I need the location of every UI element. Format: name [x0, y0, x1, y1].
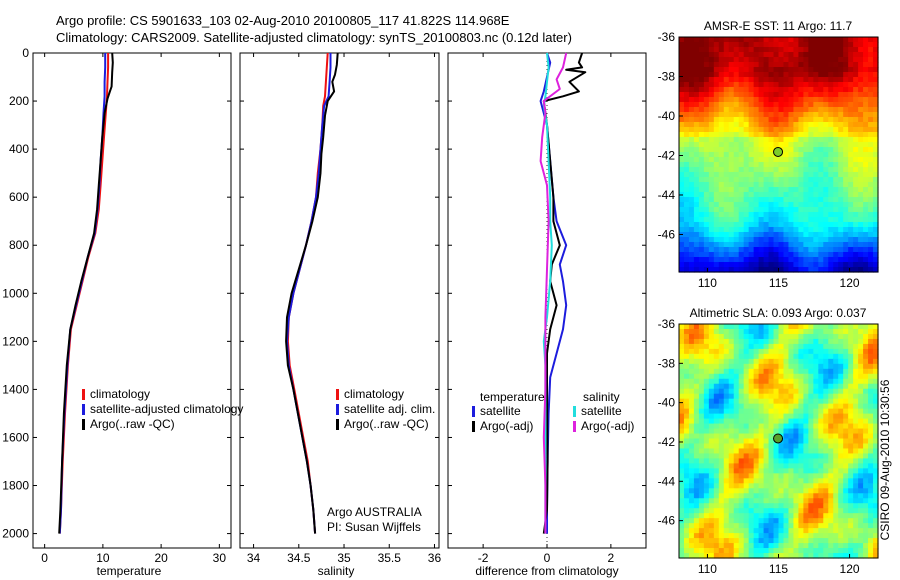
x-tick-label: 115 — [769, 562, 788, 576]
series-line-climatology — [58, 53, 110, 534]
legend-swatch — [82, 404, 85, 415]
legend-label: Argo(-adj) — [480, 419, 533, 433]
x-tick-label: 30 — [213, 551, 227, 565]
salinity-annotation-2: PI: Susan Wijffels — [327, 520, 421, 534]
y-tick-label: 1200 — [2, 334, 29, 348]
y-tick-label: -40 — [658, 109, 676, 123]
y-tick-label: -36 — [658, 317, 676, 331]
legend-label: satellite — [581, 404, 622, 418]
y-tick-label: -42 — [658, 435, 676, 449]
x-tick-label: 115 — [769, 276, 788, 290]
legend-label: Argo(..raw -QC) — [90, 417, 175, 431]
y-tick-label: 1400 — [2, 382, 29, 396]
header-line-2: Climatology: CARS2009. Satellite-adjuste… — [56, 30, 572, 45]
legend-swatch — [472, 406, 475, 417]
y-tick-label: 600 — [9, 190, 29, 204]
temperature-axis-label: temperature — [97, 564, 162, 578]
difference-profile: -2 0 2temperaturesatelliteArgo(-adj)salini… — [447, 52, 647, 565]
x-tick-label: -2 — [478, 551, 489, 565]
legend-swatch — [573, 406, 576, 417]
y-tick-label: -44 — [658, 474, 676, 488]
legend-label: satellite adj. clim. — [344, 402, 435, 416]
salinity-annotation-1: Argo AUSTRALIA — [327, 505, 422, 519]
y-tick-label: 1800 — [2, 479, 29, 493]
sst-map-title: AMSR-E SST: 11 Argo: 11.7 — [704, 19, 853, 33]
legend-label: Argo(..raw -QC) — [344, 417, 429, 431]
series-line-argo-raw-qc — [58, 52, 114, 534]
x-tick-label: 10 — [96, 551, 110, 565]
legend-label: climatology — [90, 387, 150, 401]
x-tick-label: 2 — [608, 551, 615, 565]
sla-map-title: Altimetric SLA: 0.093 Argo: 0.037 — [690, 306, 867, 320]
side-timestamp: CSIRO 09-Aug-2010 10:30:56 — [878, 379, 892, 540]
y-tick-label: -40 — [658, 396, 676, 410]
difference-axis-label: difference from climatology — [475, 564, 618, 578]
amsr-sst-map: 110 115 120 -36 -38 -40 -42 -44 -46 — [658, 30, 879, 290]
salinity-axis-label: salinity — [318, 564, 355, 578]
y-tick-label: 1600 — [2, 430, 29, 444]
y-tick-label: 400 — [9, 142, 29, 156]
y-tick-label: -46 — [658, 227, 676, 241]
series-line-salinity-satellite — [542, 52, 553, 534]
y-tick-label: 1000 — [2, 286, 29, 300]
altimetric-sla-map: 110 115 120 -36 -38 -40 -42 -44 -46 — [658, 317, 879, 576]
x-tick-label: 35 — [337, 551, 351, 565]
legend-title: salinity — [583, 390, 620, 404]
argo-float-marker — [773, 433, 784, 444]
y-tick-label: -36 — [658, 30, 676, 44]
legend-swatch — [336, 389, 339, 400]
y-tick-label: 0 — [22, 46, 29, 60]
x-tick-label: 36 — [428, 551, 442, 565]
y-tick-label: -38 — [658, 69, 676, 83]
plot-frame — [239, 52, 440, 549]
x-tick-label: 34 — [247, 551, 261, 565]
header-line-1: Argo profile: CS 5901633_103 02-Aug-2010… — [56, 13, 510, 28]
series-line-temperature-satellite — [539, 52, 568, 534]
y-tick-label: -46 — [658, 514, 676, 528]
series-line-temperature-argo-adj — [542, 52, 587, 534]
temperature-profile: 0 10 20 30 0 200 400 600 800 1000 1200 1400 1600 1800… — [2, 46, 243, 565]
x-tick-label: 35.5 — [378, 551, 402, 565]
legend-title: temperature — [480, 390, 545, 404]
legend-label: climatology — [344, 387, 404, 401]
x-tick-label: 34.5 — [287, 551, 311, 565]
series-line-salinity-argo-adj — [539, 52, 568, 534]
legend-label: Argo(-adj) — [581, 419, 634, 433]
x-tick-label: 120 — [840, 562, 860, 576]
x-tick-label: 110 — [698, 562, 717, 576]
legend-swatch — [573, 421, 576, 432]
x-tick-label: 120 — [840, 276, 860, 290]
x-tick-label: 110 — [698, 276, 717, 290]
legend-swatch — [82, 389, 85, 400]
legend-swatch — [82, 419, 85, 430]
legend-swatch — [472, 421, 475, 432]
argo-float-marker — [773, 146, 784, 157]
heatmap-cells — [679, 37, 879, 273]
heatmap-cells — [679, 324, 879, 559]
y-tick-label: 2000 — [2, 527, 29, 541]
series-line-argo-raw-qc — [285, 52, 339, 534]
series-line-satellite-adjusted-climatology — [58, 53, 107, 534]
plot-frame — [32, 52, 232, 549]
legend-swatch — [336, 419, 339, 430]
y-tick-label: -38 — [658, 356, 676, 370]
y-tick-label: -44 — [658, 188, 676, 202]
legend-label: satellite-adjusted climatology — [90, 402, 243, 416]
legend-swatch — [336, 404, 339, 415]
y-tick-label: 200 — [9, 94, 29, 108]
y-tick-label: 800 — [9, 238, 29, 252]
x-tick-label: 0 — [41, 551, 48, 565]
x-tick-label: 20 — [154, 551, 168, 565]
y-tick-label: -42 — [658, 148, 676, 162]
x-tick-label: 0 — [544, 551, 551, 565]
legend-label: satellite — [480, 404, 521, 418]
